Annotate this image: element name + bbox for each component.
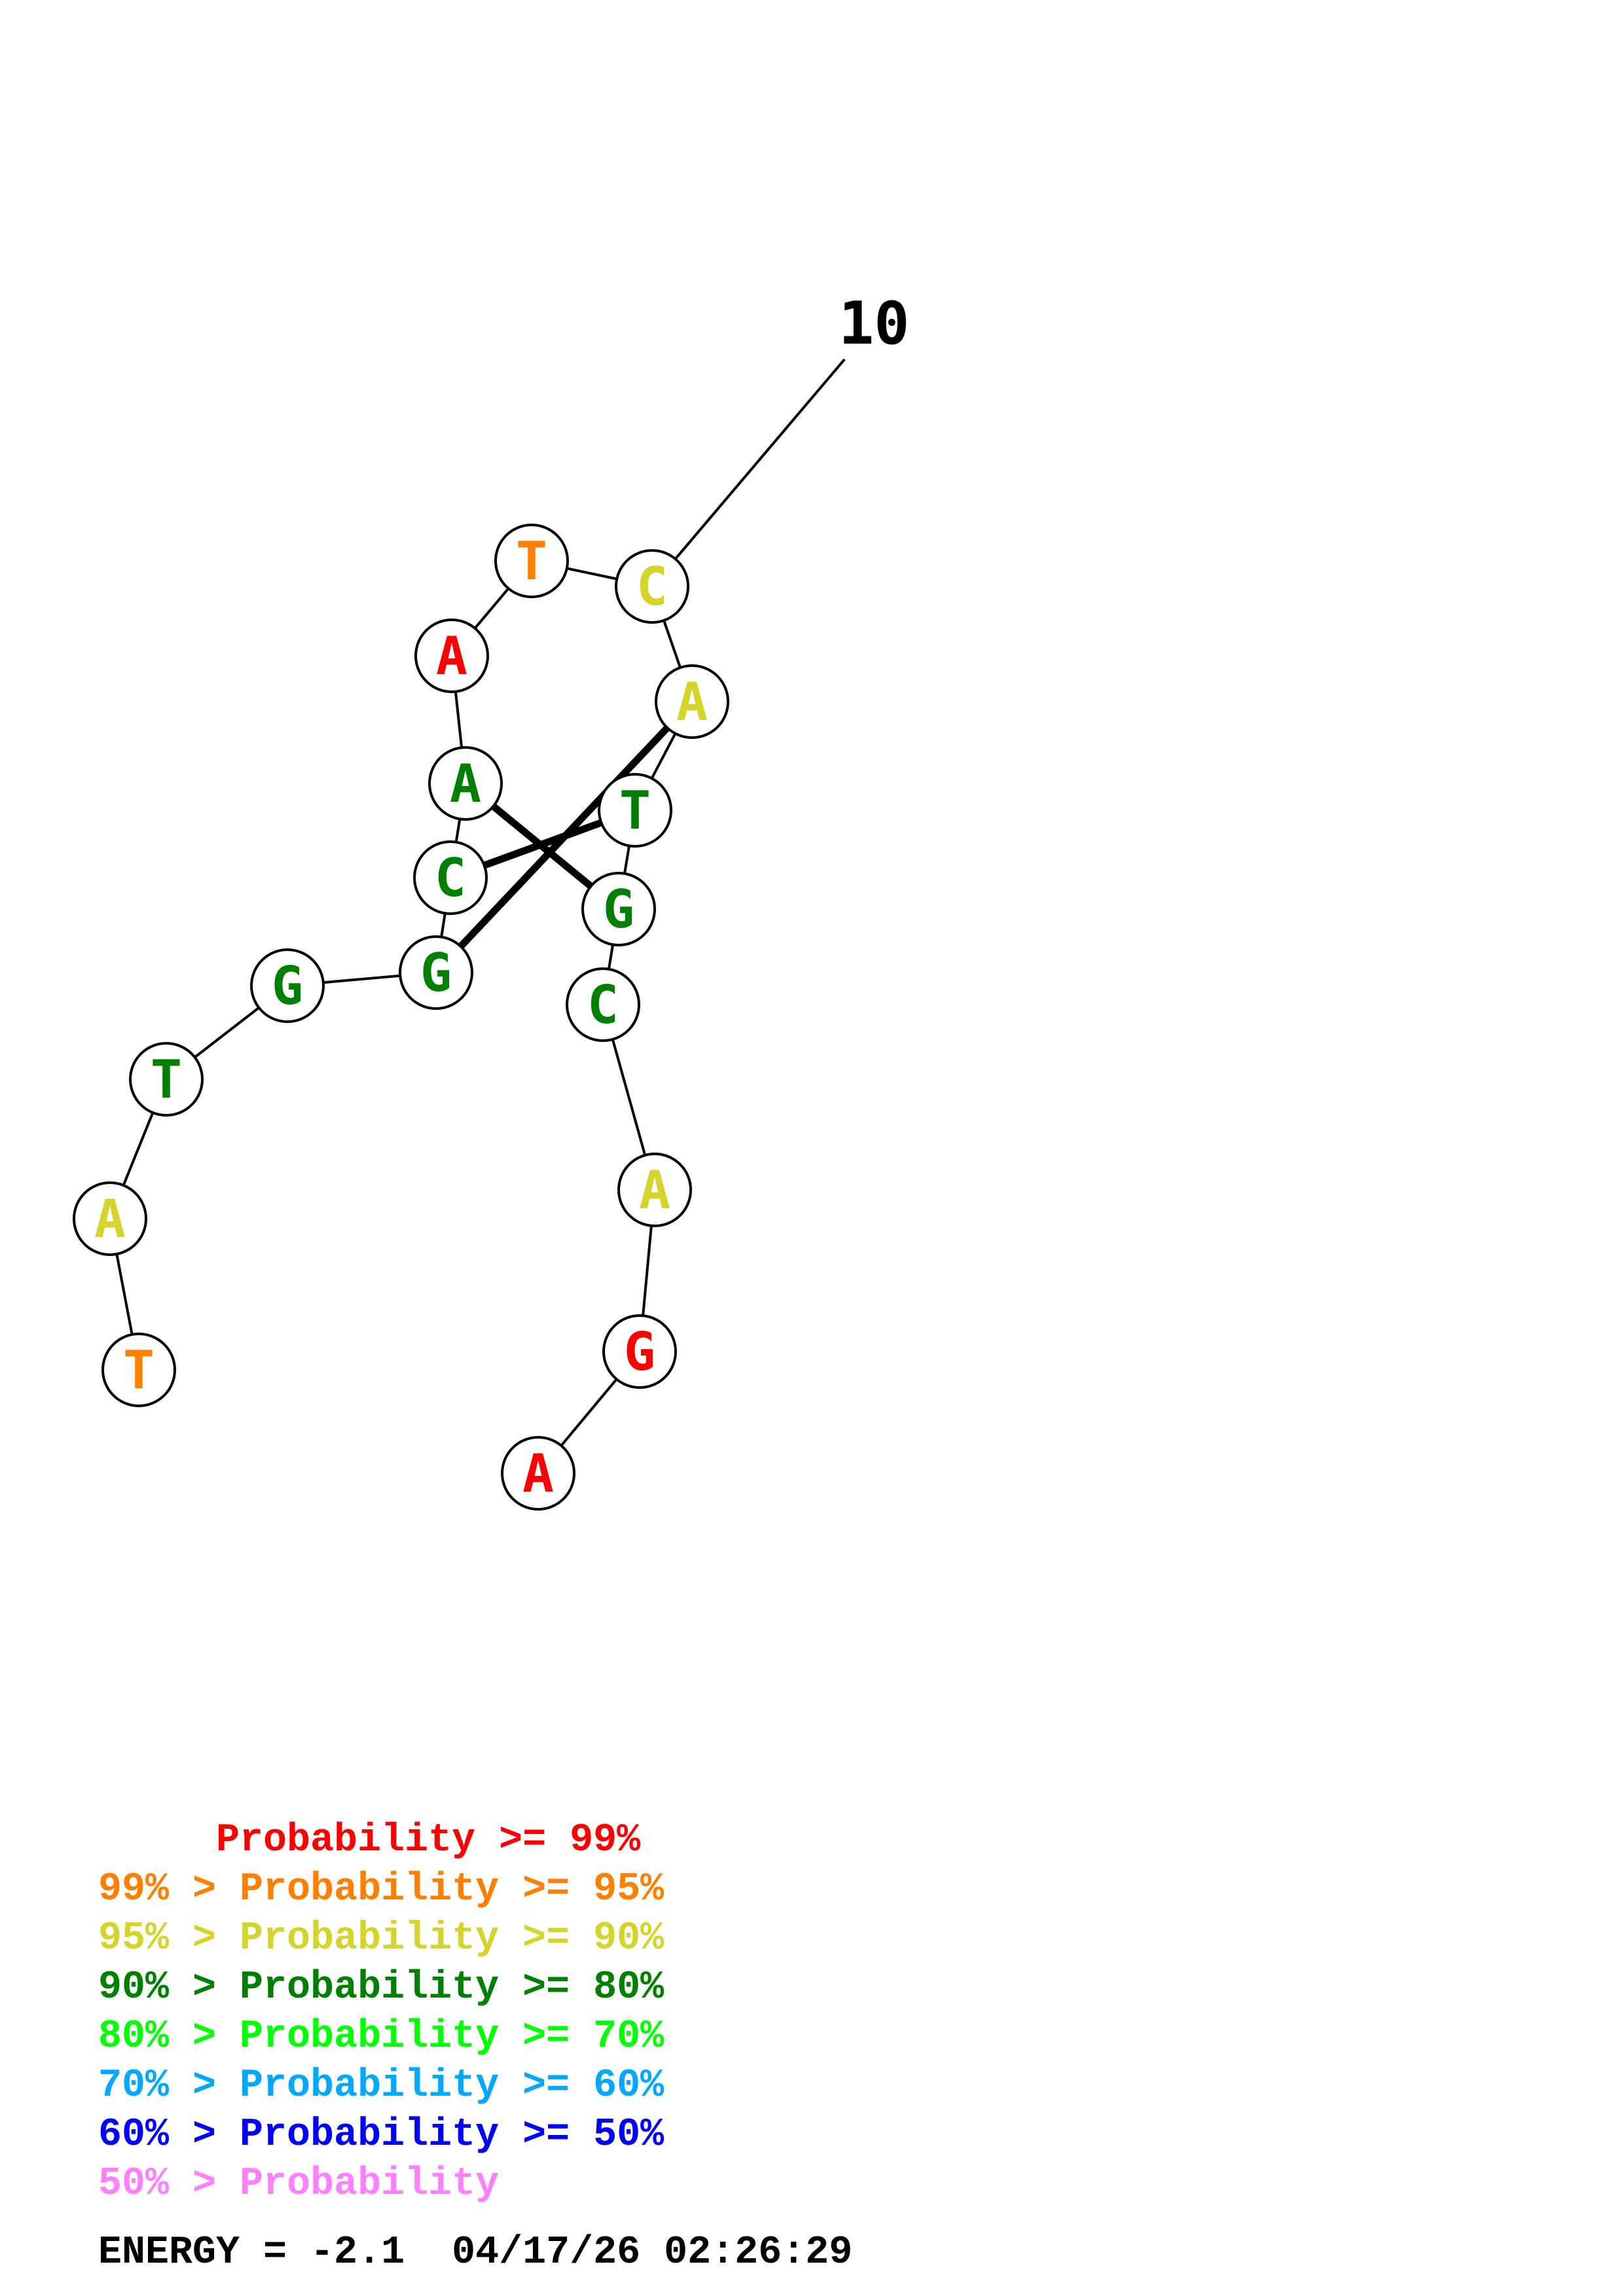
nucleotide-node: G — [602, 1314, 677, 1389]
nucleotide-circle — [581, 872, 656, 946]
nucleotide-letter: A — [450, 753, 481, 814]
nucleotide-letter: C — [587, 975, 619, 1035]
legend-entry: 80% > Probability >= 70% — [98, 2015, 665, 2059]
nucleotide-node: A — [73, 1181, 147, 1256]
nucleotide-letter: T — [123, 1340, 155, 1401]
nucleotide-circle — [428, 746, 503, 821]
nucleotide-circle — [413, 840, 488, 915]
legend-entry: 95% > Probability >= 90% — [98, 1916, 665, 1961]
legend-entry: 60% > Probability >= 50% — [98, 2113, 665, 2157]
nucleotide-node: T — [494, 524, 569, 598]
legend-entry: 99% > Probability >= 95% — [98, 1867, 665, 1912]
nucleotide-letter: T — [619, 780, 651, 841]
sequence-position-label: 10 — [839, 289, 909, 358]
legend-entry: 50% > Probability — [98, 2162, 500, 2206]
nucleotide-circle — [101, 1333, 176, 1407]
nucleotide-letter: A — [639, 1160, 670, 1221]
nucleotide-letter: T — [516, 531, 547, 592]
nucleotide-circle — [494, 524, 569, 598]
nucleotide-letter: A — [436, 626, 467, 687]
nucleotide-circle — [598, 773, 672, 848]
nucleotide-circle — [615, 549, 689, 624]
sequence-position-leader-line — [651, 358, 846, 588]
nucleotide-node: C — [566, 967, 640, 1042]
label-layer: 10 — [651, 289, 909, 588]
nucleotide-node: G — [581, 872, 656, 946]
nucleotide-node: G — [250, 948, 325, 1023]
energy-timestamp-line: ENERGY = -2.1 04/17/26 02:26:29 — [98, 2231, 853, 2275]
nucleotide-letter: C — [636, 556, 668, 617]
nucleotide-circle — [566, 967, 640, 1042]
nucleotide-node: A — [501, 1436, 575, 1511]
legend-entry: 70% > Probability >= 60% — [98, 2064, 665, 2108]
nucleotide-circle — [602, 1314, 677, 1389]
nucleotide-node: G — [399, 935, 473, 1010]
nucleotide-node: A — [655, 664, 729, 739]
nucleotide-letter: G — [272, 956, 303, 1016]
nucleotide-circle — [250, 948, 325, 1023]
nucleotide-node: T — [101, 1333, 176, 1407]
nucleotide-circle — [617, 1153, 692, 1227]
nucleotide-letter: C — [435, 848, 466, 908]
legend-entry: 90% > Probability >= 80% — [98, 1965, 665, 2010]
nucleotide-circle — [655, 664, 729, 739]
nucleotide-circle — [73, 1181, 147, 1256]
nucleotide-node: C — [413, 840, 488, 915]
nucleotide-letter: G — [603, 879, 634, 940]
nucleotide-letter: A — [522, 1443, 554, 1504]
nucleotide-node: A — [414, 619, 489, 693]
legend-entry: Probability >= 99% — [98, 1818, 641, 1863]
nucleotide-letter: G — [420, 942, 452, 1003]
nucleotide-letter: T — [151, 1049, 182, 1110]
nucleotide-letter: G — [624, 1321, 655, 1382]
nucleotide-node: C — [615, 549, 689, 624]
nucleotide-node: A — [617, 1153, 692, 1227]
nucleotide-circle — [129, 1042, 204, 1117]
nucleotide-node: A — [428, 746, 503, 821]
nucleotide-node: T — [129, 1042, 204, 1117]
nucleotide-node: T — [598, 773, 672, 848]
nucleotide-circle — [399, 935, 473, 1010]
nucleotide-circle — [501, 1436, 575, 1511]
nucleotide-circle — [414, 619, 489, 693]
nucleotide-letter: A — [94, 1189, 126, 1249]
nucleotide-letter: A — [676, 672, 708, 732]
